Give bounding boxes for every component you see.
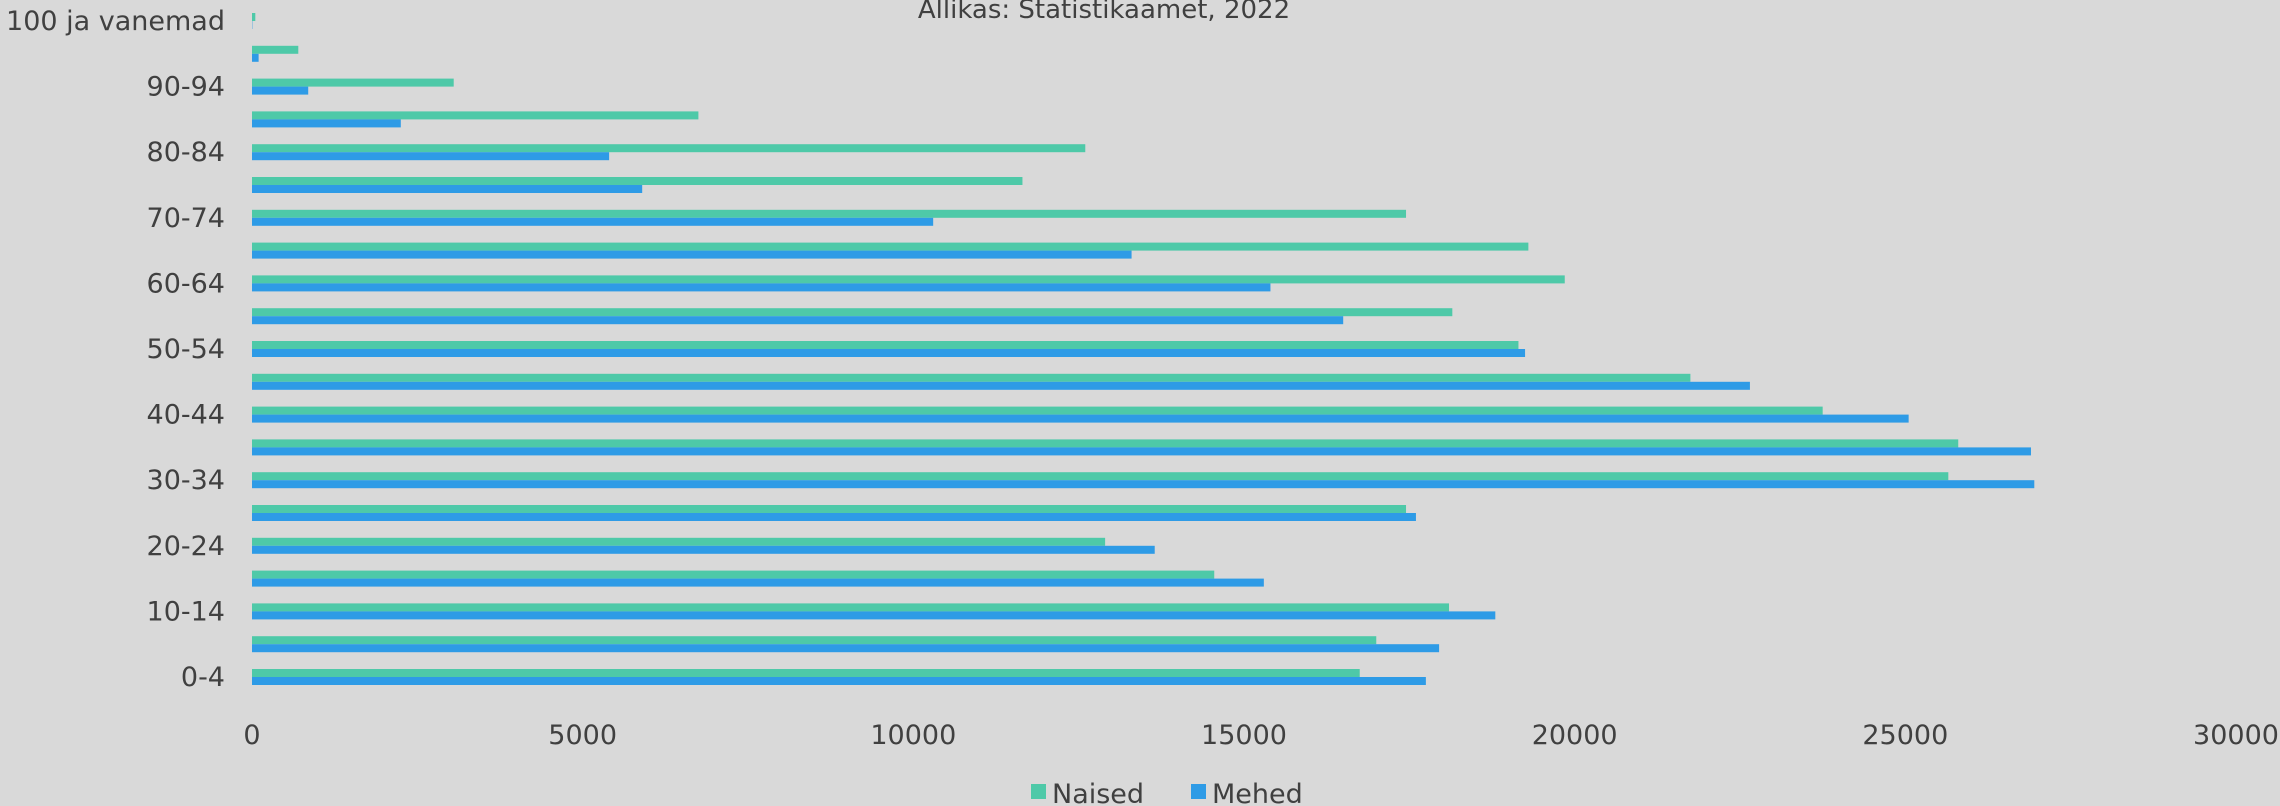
bar-naised-5-9 <box>252 636 1377 645</box>
bar-naised-35-39 <box>252 439 1959 448</box>
bar-naised-85-89 <box>252 111 699 120</box>
bar-naised-45-49 <box>252 373 1691 382</box>
bar-naised-70-74 <box>252 209 1407 218</box>
bar-naised-100 ja vanemad <box>252 13 256 21</box>
bar-mehed-85-89 <box>252 119 401 128</box>
bar-naised-0-4 <box>252 669 1360 677</box>
bar-mehed-0-4 <box>252 677 1426 685</box>
bars-group <box>252 13 2035 685</box>
y-tick-label: 40-44 <box>147 400 225 431</box>
x-tick-label: 5000 <box>548 720 617 751</box>
bar-naised-60-64 <box>252 275 1565 284</box>
bar-mehed-40-44 <box>252 414 1909 423</box>
x-tick-label: 30000 <box>2193 720 2279 751</box>
bar-naised-10-14 <box>252 603 1450 612</box>
bar-mehed-65-69 <box>252 250 1132 259</box>
x-tick-label: 0 <box>243 720 260 751</box>
bar-naised-80-84 <box>252 144 1086 153</box>
bar-mehed-90-94 <box>252 86 309 95</box>
bar-naised-25-29 <box>252 505 1407 513</box>
bar-mehed-55-59 <box>252 316 1344 325</box>
bar-naised-30-34 <box>252 472 1949 481</box>
bar-mehed-60-64 <box>252 283 1271 292</box>
legend-swatch-naised <box>1031 784 1046 799</box>
bar-naised-90-94 <box>252 78 454 87</box>
bar-mehed-50-54 <box>252 349 1526 357</box>
bar-mehed-70-74 <box>252 217 934 226</box>
y-tick-label: 0-4 <box>181 662 225 693</box>
bar-mehed-5-9 <box>252 644 1440 653</box>
bar-mehed-95-99 <box>252 53 259 62</box>
bar-naised-95-99 <box>252 45 299 54</box>
legend-swatch-mehed <box>1191 784 1206 799</box>
legend: Naised Mehed <box>1031 779 1303 806</box>
x-tick-label: 15000 <box>1201 720 1287 751</box>
chart-subtitle: Allikas: Statistikaamet, 2022 <box>918 0 1290 25</box>
x-axis-labels: 0 5000 10000 15000 20000 25000 30000 <box>243 720 2279 751</box>
y-tick-label: 90-94 <box>147 72 225 103</box>
bar-naised-50-54 <box>252 341 1519 349</box>
y-tick-label: 20-24 <box>147 531 225 562</box>
bar-naised-15-19 <box>252 570 1215 579</box>
bar-mehed-80-84 <box>252 152 610 161</box>
x-tick-label: 20000 <box>1532 720 1618 751</box>
bar-mehed-30-34 <box>252 480 2035 489</box>
y-tick-label: 60-64 <box>147 268 225 299</box>
bar-naised-20-24 <box>252 537 1106 546</box>
y-tick-label: 100 ja vanemad <box>6 6 225 37</box>
y-tick-label: 10-14 <box>147 596 225 627</box>
legend-label-mehed: Mehed <box>1212 779 1303 806</box>
bar-naised-55-59 <box>252 308 1453 317</box>
y-tick-label: 30-34 <box>147 465 225 496</box>
x-tick-label: 10000 <box>870 720 956 751</box>
legend-label-naised: Naised <box>1052 779 1144 806</box>
bar-mehed-75-79 <box>252 185 643 193</box>
x-tick-label: 25000 <box>1862 720 1948 751</box>
bar-naised-65-69 <box>252 242 1529 251</box>
y-tick-label: 80-84 <box>147 137 225 168</box>
y-axis-labels: 0-4 10-14 20-24 30-34 40-44 50-54 60-64 70-74 80… <box>6 6 225 693</box>
bar-mehed-20-24 <box>252 545 1155 554</box>
bar-mehed-15-19 <box>252 578 1264 587</box>
bar-mehed-25-29 <box>252 513 1416 521</box>
y-tick-label: 50-54 <box>147 334 225 365</box>
bar-mehed-10-14 <box>252 611 1496 620</box>
bar-naised-75-79 <box>252 177 1023 185</box>
bar-mehed-35-39 <box>252 447 2031 456</box>
bar-mehed-45-49 <box>252 381 1750 390</box>
y-tick-label: 70-74 <box>147 203 225 234</box>
bar-naised-40-44 <box>252 406 1823 415</box>
